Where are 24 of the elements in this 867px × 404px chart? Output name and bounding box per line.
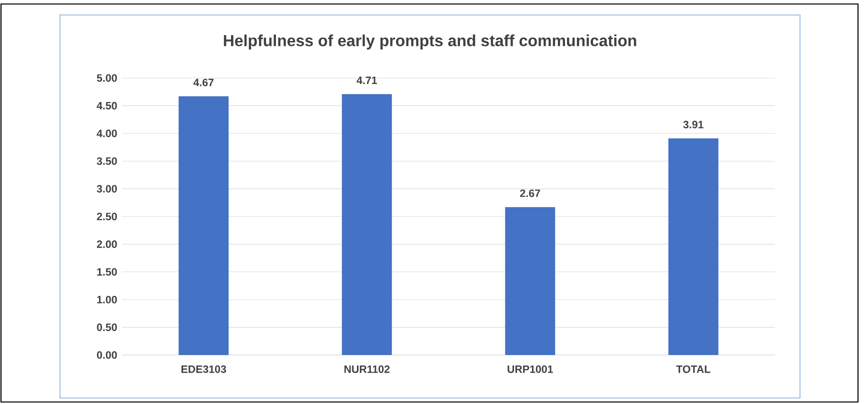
y-tick-label: 3.00	[96, 185, 117, 193]
y-tick-label: 1.00	[97, 296, 117, 304]
y-tick-label: 0.00	[96, 351, 117, 359]
y-tick-label: 2.50	[96, 212, 117, 220]
y-tick-label: 4.00	[96, 130, 117, 138]
data-label: 3.91	[683, 120, 704, 128]
chart-title: Helpfulness of early prompts and staff communication	[224, 34, 636, 50]
x-tick-label: URP1001	[508, 365, 553, 373]
bar	[178, 96, 229, 355]
y-tick-label: 1.50	[97, 268, 117, 276]
data-label: 2.67	[520, 189, 540, 198]
x-tick-label: TOTAL	[676, 365, 710, 373]
y-tick-label: 2.00	[96, 240, 117, 248]
y-tick-label: 5.00	[96, 74, 117, 82]
bar	[342, 94, 392, 355]
x-tick-label: NUR1102	[344, 365, 390, 373]
bar	[668, 138, 718, 355]
x-tick-label: EDE3103	[182, 365, 226, 373]
y-tick-label: 3.50	[96, 157, 117, 165]
bar	[505, 207, 556, 355]
data-label: 4.67	[193, 78, 214, 86]
y-tick-label: 4.50	[96, 102, 117, 110]
y-tick-label: 0.50	[96, 324, 117, 332]
data-label: 4.71	[356, 76, 377, 84]
